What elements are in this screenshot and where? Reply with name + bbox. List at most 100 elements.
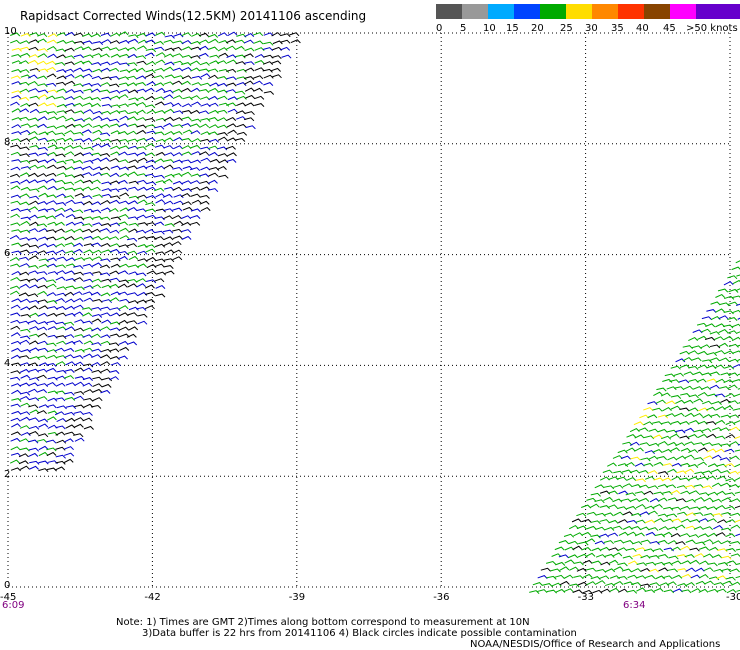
wind-barb [119,346,130,351]
wind-barb [36,374,47,379]
wind-barb [154,221,165,226]
wind-barb [667,497,679,502]
wind-barb [145,48,157,53]
wind-barb [586,525,597,530]
wind-barb [708,588,719,593]
wind-barb [101,383,112,388]
wind-barb [73,102,84,107]
wind-barb [644,450,655,455]
wind-barb [65,31,76,37]
wind-barb [136,117,147,122]
wind-barb [653,491,664,496]
wind-barb [83,146,94,151]
wind-barb [537,589,548,594]
wind-barb [29,409,40,414]
wind-barb [653,548,664,553]
wind-barb [155,243,166,248]
wind-barb [563,574,574,579]
wind-barb [551,582,562,587]
wind-barb [74,319,85,324]
wind-barb [706,448,717,453]
wind-barb [137,258,148,263]
wind-barb [10,325,21,330]
wind-barb [182,165,193,170]
wind-barb [181,39,192,45]
wind-barb [605,568,616,573]
wind-barb [28,465,39,470]
wind-barb [55,361,66,366]
wind-barb [634,447,644,452]
wind-barb [736,589,740,592]
wind-barb [92,388,103,393]
x-tick-label: -33 [577,592,594,603]
wind-barb [10,417,21,422]
wind-barb [64,207,74,213]
wind-barb [127,82,137,87]
wind-barb [675,429,686,434]
wind-barb [20,335,31,340]
wind-barb [55,397,66,402]
wind-barb [55,460,66,465]
wind-barb [600,588,611,593]
wind-barb [56,115,67,120]
wind-barb [218,174,229,179]
wind-barb [665,484,677,489]
wind-barb [126,237,138,242]
wind-barb [11,398,22,402]
wind-barb [28,164,39,169]
wind-barb [604,553,615,558]
wind-barb [144,299,156,303]
wind-barb [662,406,672,412]
wind-barb [675,358,686,363]
wind-barb [38,460,49,465]
wind-barb [217,132,228,136]
wind-barb [626,531,637,536]
wind-barb [631,568,642,573]
wind-barb [688,350,698,355]
wind-barb [128,38,139,43]
wind-barb [723,405,734,410]
wind-barb [190,215,201,219]
wind-barb [721,555,732,560]
wind-barb [46,66,57,71]
wind-barb [163,53,174,58]
wind-barb [119,145,130,150]
wind-barb [639,414,650,419]
wind-barb [10,446,21,451]
wind-barb [19,88,30,93]
wind-barb [172,166,183,171]
wind-barb [82,347,94,352]
wind-barb [145,69,156,74]
wind-barb [181,171,192,176]
legend-label: 20 [531,23,544,34]
wind-barb [56,160,67,165]
wind-barb [623,540,634,544]
wind-barb [728,358,739,363]
wind-barb [669,379,680,384]
wind-barb [100,82,111,87]
wind-barb [608,547,619,552]
wind-barb [29,460,40,465]
wind-barb [109,180,120,185]
y-tick-label: 6 [4,247,11,259]
wind-barb [647,470,658,475]
wind-barb [145,152,156,157]
wind-barb [671,518,682,523]
wind-barb [37,271,48,276]
wind-barb [711,498,723,503]
wind-barb [11,229,22,234]
wind-barb [137,313,148,318]
wind-barb [37,355,48,360]
wind-barb [576,525,587,530]
wind-barb [110,243,121,248]
wind-barb [73,145,84,150]
wind-barb [110,151,121,156]
wind-barb [705,406,716,411]
wind-barb [92,262,102,267]
wind-barb [289,32,300,37]
wind-barb [652,434,663,439]
wind-barb [37,290,48,296]
wind-barb [92,383,103,388]
wind-barb [137,45,147,50]
wind-barb [73,166,84,171]
